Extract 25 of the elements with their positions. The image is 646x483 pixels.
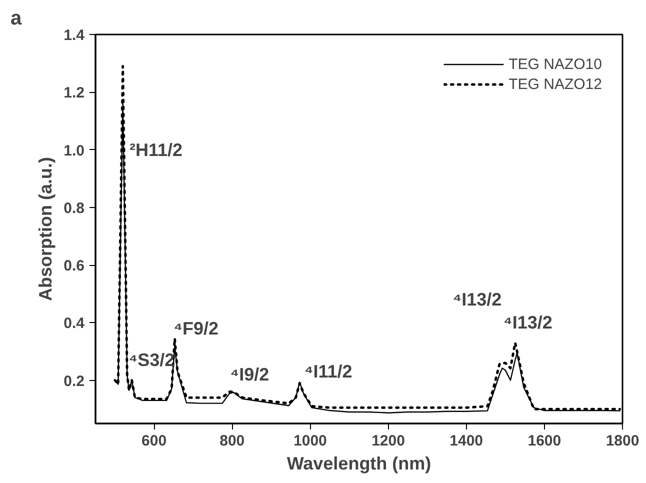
y-tick-label: 0.4	[64, 315, 86, 332]
x-axis-title: Wavelength (nm)	[286, 454, 432, 474]
text: a	[10, 8, 22, 30]
annotation: ⁴F9/2	[174, 318, 218, 338]
annotation: ⁴I13/2	[503, 312, 552, 333]
y-tick-label: 1.2	[64, 84, 85, 102]
annotation: ⁴I13/2	[452, 290, 502, 310]
x-tick-label: 1600	[528, 432, 562, 450]
y-tick-label: 0.2	[64, 372, 85, 390]
x-tick-label: 600	[142, 432, 167, 450]
annotation: ²H11/2	[129, 140, 183, 160]
legend-label: TEG NAZO10	[508, 56, 602, 72]
legend-label: TEG NAZO12	[508, 76, 602, 92]
annotation: ⁴I9/2	[230, 364, 270, 385]
x-tick-label: 1000	[294, 432, 327, 450]
x-tick-label: 1800	[606, 432, 640, 450]
x-tick-label: 1200	[372, 432, 405, 450]
x-tick-label: 800	[220, 432, 245, 450]
y-tick-label: 1.4	[64, 27, 86, 44]
y-tick-label: 1.0	[64, 142, 85, 160]
annotation: ⁴I11/2	[304, 362, 352, 382]
y-axis-title: Absorption (a.u.)	[36, 157, 56, 301]
y-tick-label: 0.8	[64, 200, 85, 217]
y-tick-label: 0.6	[64, 258, 85, 275]
x-tick-label: 1400	[450, 432, 484, 450]
